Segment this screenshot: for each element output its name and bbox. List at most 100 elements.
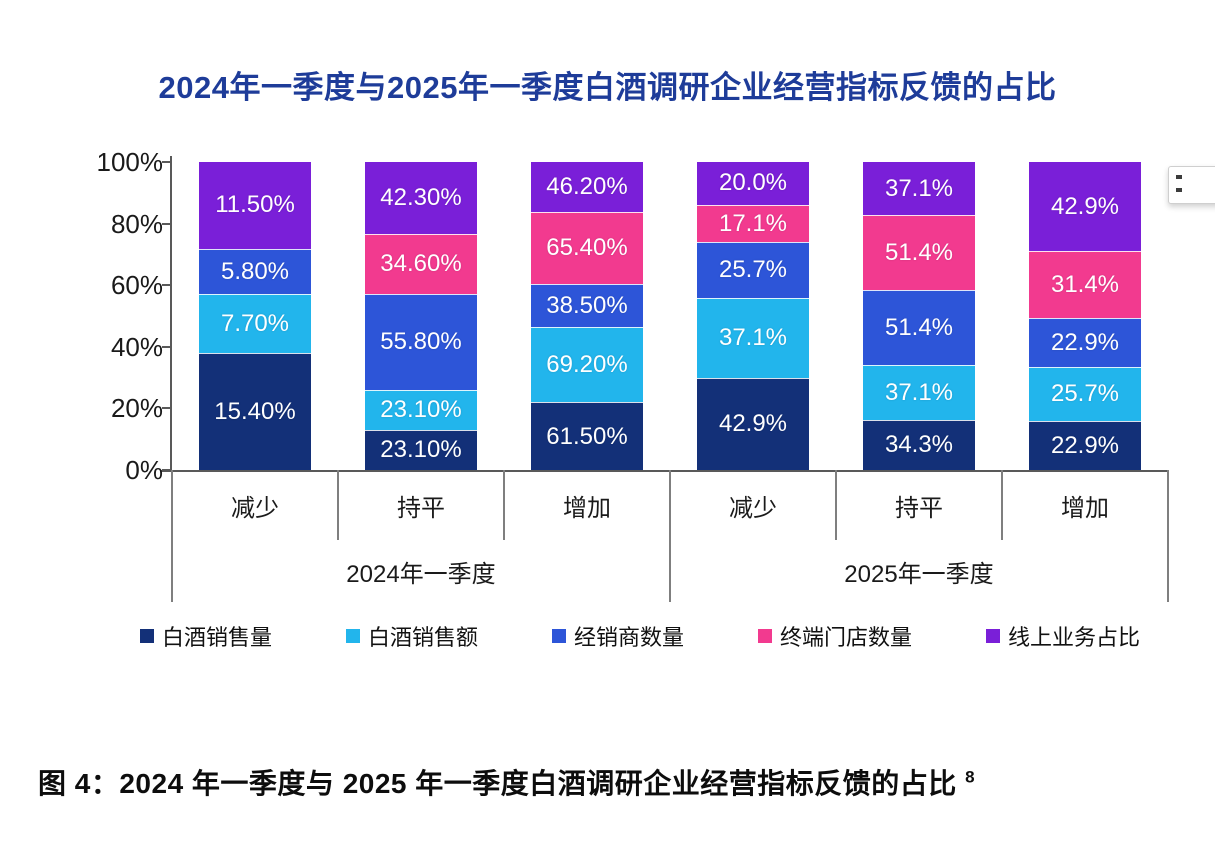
y-axis-tick-mark [162,222,171,225]
bar-segment: 42.9% [1029,162,1141,252]
bar-segment: 55.80% [365,293,477,390]
stacked-bar: 20.0% 17.1% 25.7% 37.1% 42.9% [697,162,809,470]
bar-segment-label: 55.80% [380,328,462,356]
chart-toolbox[interactable] [1168,166,1215,204]
y-axis-line [170,156,172,472]
bar-slot: 20.0% 17.1% 25.7% 37.1% 42.9% [670,162,836,470]
bar-segment: 22.9% [1029,421,1141,470]
y-axis-tick-mark [162,345,171,348]
figure-caption: 图 4：2024 年一季度与 2025 年一季度白酒调研企业经营指标反馈的占比 … [38,762,1178,802]
bar-segment: 37.1% [863,162,975,216]
toolbox-button-icon[interactable] [1176,188,1182,192]
legend-label: 白酒销售额 [367,625,478,650]
x-axis-category-label: 持平 [397,494,445,522]
bar-segment-label: 38.50% [546,291,628,319]
bar-segment: 42.9% [697,377,809,470]
bar-slot: 11.50% 5.80% 7.70% 15.40% [172,162,338,470]
x-axis-separator-line [1001,470,1003,540]
x-axis-separator-line [669,470,671,602]
bar-segment-label: 34.60% [380,250,462,278]
bar-slot: 37.1% 51.4% 51.4% 37.1% 34.3% [836,162,1002,470]
bar-segment-label: 23.10% [380,436,462,464]
x-axis-separator-line [1167,470,1169,602]
bar-segment: 20.0% [697,162,809,205]
bar-segment: 37.1% [863,365,975,420]
y-axis-tick-mark [162,407,171,410]
bar-segment-label: 7.70% [220,309,290,337]
bar-segment: 69.20% [531,326,643,403]
stacked-bar: 46.20% 65.40% 38.50% 69.20% 61.50% [531,162,643,470]
bar-segment-label: 23.10% [380,396,462,424]
bar-segment: 51.4% [863,290,975,366]
x-axis-category-label: 减少 [231,494,279,522]
stacked-bar: 42.30% 34.60% 55.80% 23.10% 23.10% [365,162,477,470]
x-axis-category-label: 减少 [729,494,777,522]
chart-title: 2024年一季度与2025年一季度白酒调研企业经营指标反馈的占比 [158,70,1057,105]
legend-swatch-icon [551,629,566,643]
bar-segment: 25.7% [697,241,809,298]
bar-segment: 7.70% [199,293,311,353]
legend-label: 线上业务占比 [1007,625,1140,650]
bar-segment-label: 37.1% [884,174,954,202]
bar-segment: 38.50% [531,283,643,327]
x-axis-group-label: 2024年一季度 [346,560,496,588]
x-axis-separator-line [337,470,339,540]
y-axis-tick-mark [162,284,171,287]
y-axis-tick-mark [162,161,171,163]
stacked-bar: 11.50% 5.80% 7.70% 15.40% [199,162,311,470]
x-axis-category-label: 增加 [1061,494,1109,522]
bar-segment: 34.3% [863,419,975,470]
legend-swatch-icon [985,629,1000,643]
bar-slot: 42.30% 34.60% 55.80% 23.10% 23.10% [338,162,504,470]
bar-segment-label: 69.20% [546,350,628,378]
legend-item: 白酒销售额 [345,620,478,652]
legend-swatch-icon [757,629,772,643]
bar-segment-label: 46.20% [546,173,628,200]
bar-segment: 11.50% [199,162,311,249]
y-axis-tick-label: 0% [125,455,163,485]
x-axis-separator-line [835,470,837,540]
y-axis-tick-label: 20% [110,393,163,424]
bar-segment: 15.40% [199,352,311,470]
bar-segment: 23.10% [365,389,477,430]
y-axis-tick-label: 80% [110,208,163,239]
bar-segment: 42.30% [365,162,477,234]
legend-label: 终端门店数量 [779,625,912,650]
x-axis-separator-line [171,470,173,602]
bar-segment: 46.20% [531,162,643,213]
bar-slot: 46.20% 65.40% 38.50% 69.20% 61.50% [504,162,670,470]
bar-segment: 25.7% [1029,366,1141,422]
legend-label: 白酒销售量 [162,625,273,650]
toolbox-button-icon[interactable] [1176,175,1182,179]
legend-item: 经销商数量 [551,620,684,652]
x-axis-separator-line [503,470,505,540]
bar-segment: 22.9% [1029,317,1141,367]
bar-segment-label: 25.7% [1050,380,1120,408]
y-axis-tick-label: 60% [110,270,163,301]
bar-segment-label: 22.9% [1050,328,1120,356]
legend-swatch-icon [140,629,154,643]
figure-caption-text: 图 4：2024 年一季度与 2025 年一季度白酒调研企业经营指标反馈的占比 [38,768,957,799]
y-axis-tick-label: 100% [96,147,164,177]
stacked-bar: 42.9% 31.4% 22.9% 25.7% 22.9% [1029,162,1141,470]
figure-caption-footnote-ref: 8 [965,767,976,787]
y-axis-tick-label: 40% [110,331,163,362]
bar-segment-label: 22.9% [1050,432,1120,460]
x-axis-group-row: 2024年一季度 2025年一季度 [172,540,1168,602]
legend-item: 线上业务占比 [985,620,1140,652]
bar-segment-label: 25.7% [718,256,788,284]
bar-segment: 61.50% [531,402,643,470]
bar-segment-label: 15.40% [214,397,296,425]
bar-segment-label: 20.0% [718,169,788,197]
x-axis-category-label: 增加 [563,494,611,522]
bar-segment: 23.10% [365,429,477,470]
legend-item: 终端门店数量 [757,620,912,652]
bar-segment: 34.60% [365,233,477,294]
legend-swatch-icon [345,629,360,643]
bar-segment: 31.4% [1029,251,1141,318]
plot-area: 11.50% 5.80% 7.70% 15.40% 42.30% 34.60% 55.80%… [172,162,1168,470]
x-axis-line [160,470,1168,472]
bar-segment: 65.40% [531,212,643,284]
bar-segment-label: 61.50% [546,422,628,450]
legend-label: 经销商数量 [573,625,684,650]
